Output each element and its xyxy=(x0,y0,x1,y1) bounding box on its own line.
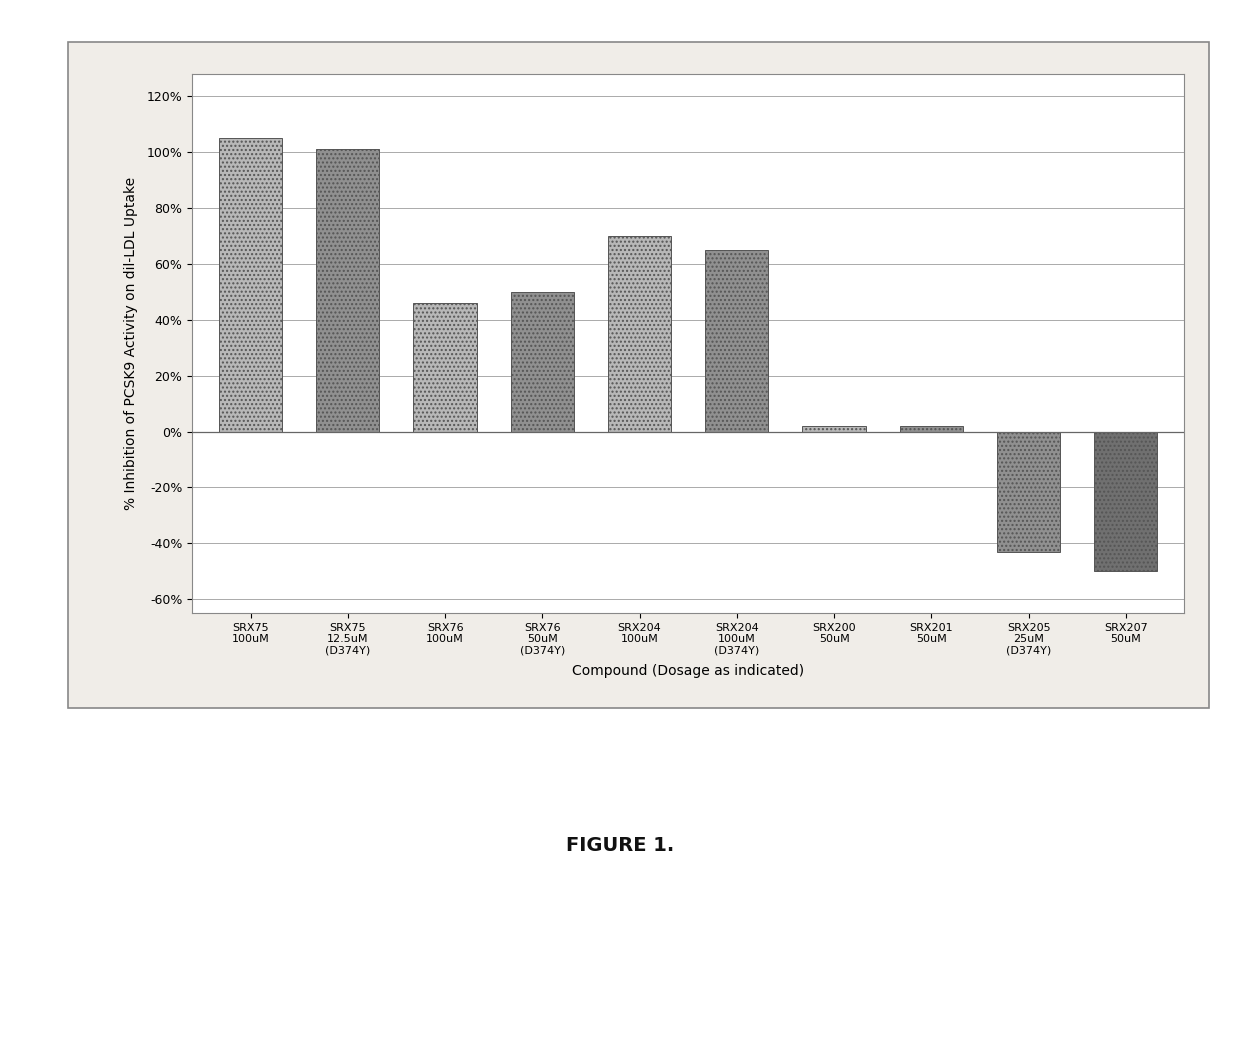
Bar xyxy=(511,292,574,431)
Bar xyxy=(316,149,379,431)
Bar xyxy=(900,426,963,431)
X-axis label: Compound (Dosage as indicated): Compound (Dosage as indicated) xyxy=(572,664,805,679)
Bar xyxy=(608,236,671,431)
Bar xyxy=(413,303,476,431)
Bar xyxy=(1094,431,1157,571)
Bar xyxy=(706,249,769,431)
Text: FIGURE 1.: FIGURE 1. xyxy=(565,836,675,855)
Y-axis label: % Inhibition of PCSK9 Activity on dil-LDL Uptake: % Inhibition of PCSK9 Activity on dil-LD… xyxy=(124,177,139,511)
Bar xyxy=(997,431,1060,552)
Bar xyxy=(802,426,866,431)
Bar xyxy=(219,138,283,431)
